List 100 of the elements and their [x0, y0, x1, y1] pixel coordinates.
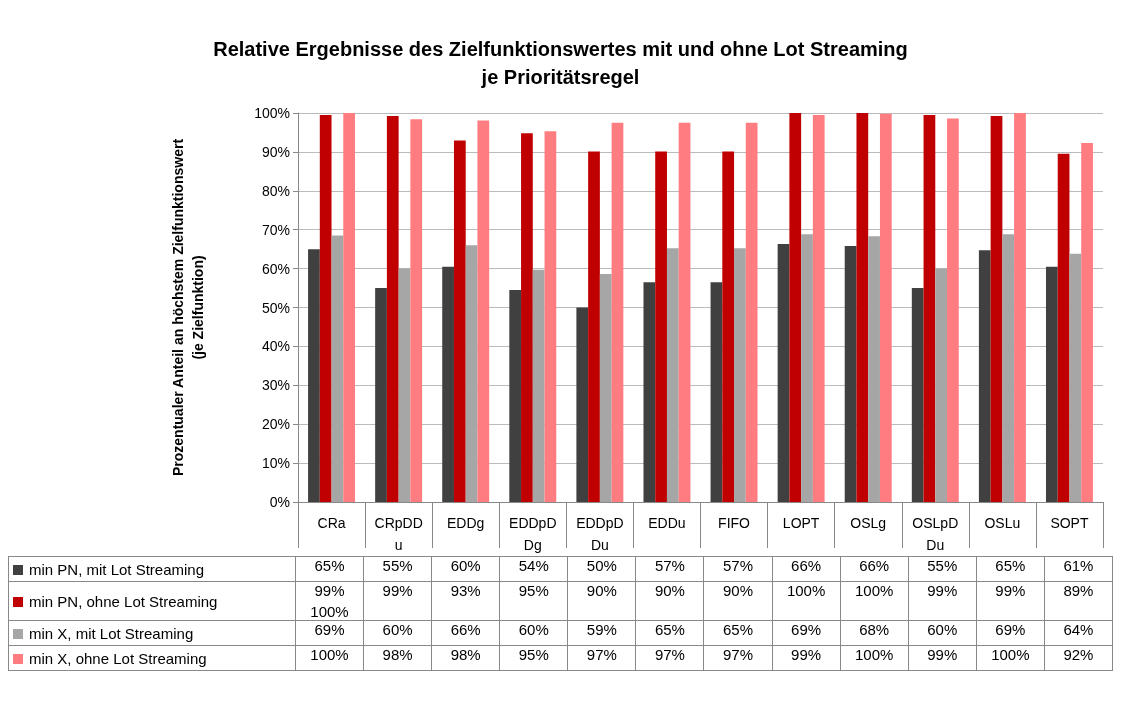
bar	[1002, 234, 1015, 502]
legend-label: min PN, ohne Lot Streaming	[29, 592, 218, 610]
bar	[643, 282, 656, 502]
data-label: 68%	[858, 621, 891, 638]
x-tick-label: LOPT	[782, 515, 820, 531]
data-label: 99%	[313, 582, 346, 599]
bar	[1081, 142, 1093, 502]
y-tick-label: 60%	[261, 260, 290, 277]
x-tick-label: EDDu	[648, 515, 686, 531]
data-label: 98%	[381, 646, 414, 663]
bar	[911, 288, 924, 502]
bar	[331, 235, 344, 502]
data-label: 69%	[994, 621, 1027, 638]
legend-label: min PN, mit Lot Streaming	[29, 560, 205, 578]
data-label: 100%	[309, 646, 350, 663]
bar	[935, 268, 948, 502]
y-tick-label: 50%	[261, 299, 290, 316]
bar	[477, 120, 490, 502]
data-label: 57%	[722, 557, 754, 574]
x-tick-label: EDDpDDg	[509, 515, 557, 553]
bar	[1057, 153, 1070, 502]
data-label: 61%	[1062, 557, 1095, 574]
x-tick-label: SOPT	[1050, 515, 1089, 531]
bar	[398, 268, 411, 502]
bar	[666, 248, 679, 502]
bar	[868, 236, 880, 502]
bar	[722, 151, 735, 502]
bar	[375, 288, 387, 502]
x-tick-label: EDDpDDu	[576, 515, 624, 553]
y-tick-label: 70%	[261, 221, 290, 238]
bar	[923, 114, 936, 502]
data-label: 65%	[722, 621, 754, 638]
bar	[544, 131, 557, 502]
data-label: 100%	[853, 646, 895, 663]
data-label: 90%	[653, 582, 686, 599]
data-label: 99%	[926, 646, 959, 663]
bar	[947, 118, 959, 502]
data-label: 65%	[994, 557, 1027, 574]
y-tick-label: 0%	[269, 494, 290, 510]
data-label: 97%	[585, 646, 618, 663]
data-label: 69%	[790, 621, 823, 638]
y-tick-label: 80%	[261, 182, 290, 199]
bar	[453, 140, 466, 502]
y-axis-title: Prozentualer Anteil an höchstem Zielfunktionswert (je Zielfunktion)	[170, 138, 206, 477]
data-label: 60%	[517, 621, 550, 638]
data-label: 97%	[653, 646, 686, 663]
data-label: 60%	[926, 621, 959, 638]
y-tick-label: 90%	[261, 143, 290, 160]
chart-title: Relative Ergebnisse des Zielfunktionswertes mit und ohne Lot Streaming je Prioritätsregel	[213, 38, 908, 88]
y-tick-label: 30%	[261, 377, 290, 394]
data-label: 100%	[853, 582, 895, 599]
bar	[599, 274, 612, 502]
bar	[678, 122, 691, 502]
bar	[777, 244, 790, 502]
bar	[812, 114, 825, 502]
x-tick-label: CRa	[317, 515, 346, 531]
data-label: 66%	[449, 621, 482, 638]
data-label: 99%	[381, 582, 414, 599]
bar	[734, 248, 746, 502]
data-label: 69%	[313, 621, 346, 638]
data-label: 50%	[585, 557, 618, 574]
data-label: 95%	[517, 582, 550, 599]
x-tick-label: FIFO	[718, 515, 751, 531]
x-tick-label: OSLpDDu	[912, 515, 959, 553]
text: 100%	[309, 603, 350, 620]
x-tick-label: OSLg	[850, 515, 887, 531]
bar	[442, 266, 454, 502]
data-label: 64%	[1062, 621, 1095, 638]
bar	[1014, 113, 1026, 502]
data-label: 99%	[790, 646, 823, 663]
bar	[655, 151, 667, 502]
legend-label: min X, mit Lot Streaming	[29, 624, 194, 642]
y-tick-label: 20%	[261, 416, 290, 433]
bar	[611, 122, 624, 502]
data-label: 66%	[790, 557, 823, 574]
y-tick-label: 10%	[261, 455, 290, 472]
data-label: 55%	[926, 557, 959, 574]
data-label: 59%	[585, 621, 618, 638]
x-tick-label: CRpDDu	[374, 515, 423, 553]
bar	[410, 119, 423, 502]
bar	[978, 250, 991, 502]
bar	[1045, 266, 1058, 502]
bar	[386, 116, 399, 502]
data-label: 98%	[449, 646, 482, 663]
data-label: 57%	[653, 557, 686, 574]
bar	[343, 113, 356, 502]
data-label: 55%	[381, 557, 414, 574]
bar	[879, 113, 892, 502]
data-label: 65%	[313, 557, 346, 574]
data-label: 100%	[990, 646, 1031, 663]
bar	[789, 113, 802, 502]
data-label: 92%	[1062, 646, 1095, 663]
data-label: 90%	[722, 582, 754, 599]
bar	[465, 245, 478, 502]
bar	[844, 246, 857, 502]
data-label: 99%	[926, 582, 959, 599]
bar	[319, 114, 332, 502]
data-label: 54%	[517, 557, 550, 574]
bar	[308, 249, 320, 502]
bar	[509, 290, 522, 502]
